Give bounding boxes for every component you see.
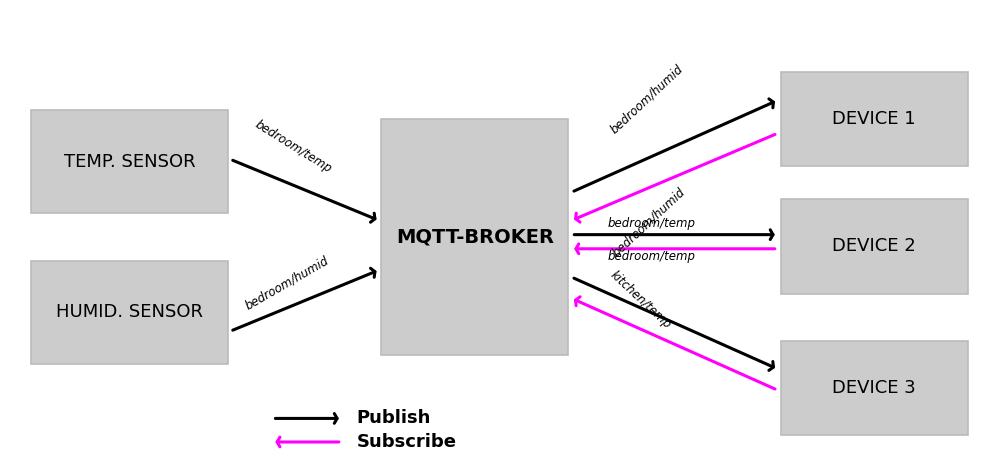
- FancyBboxPatch shape: [780, 199, 968, 293]
- Text: Publish: Publish: [356, 410, 431, 428]
- Text: bedroom/humid: bedroom/humid: [610, 185, 687, 259]
- FancyBboxPatch shape: [381, 119, 569, 355]
- Text: DEVICE 2: DEVICE 2: [833, 237, 916, 255]
- FancyBboxPatch shape: [780, 72, 968, 166]
- Text: TEMP. SENSOR: TEMP. SENSOR: [63, 153, 196, 171]
- Text: bedroom/temp: bedroom/temp: [608, 250, 696, 263]
- Text: kitchen/temp: kitchen/temp: [608, 268, 674, 331]
- Text: bedroom/humid: bedroom/humid: [608, 62, 685, 136]
- Text: bedroom/humid: bedroom/humid: [243, 254, 331, 312]
- FancyBboxPatch shape: [31, 110, 228, 213]
- Text: bedroom/temp: bedroom/temp: [608, 217, 696, 230]
- Text: bedroom/temp: bedroom/temp: [253, 118, 334, 176]
- FancyBboxPatch shape: [780, 341, 968, 435]
- Text: HUMID. SENSOR: HUMID. SENSOR: [56, 303, 203, 321]
- Text: MQTT-BROKER: MQTT-BROKER: [396, 228, 554, 246]
- FancyBboxPatch shape: [31, 261, 228, 364]
- Text: DEVICE 1: DEVICE 1: [833, 110, 916, 128]
- Text: Subscribe: Subscribe: [356, 433, 457, 451]
- Text: DEVICE 3: DEVICE 3: [833, 379, 916, 397]
